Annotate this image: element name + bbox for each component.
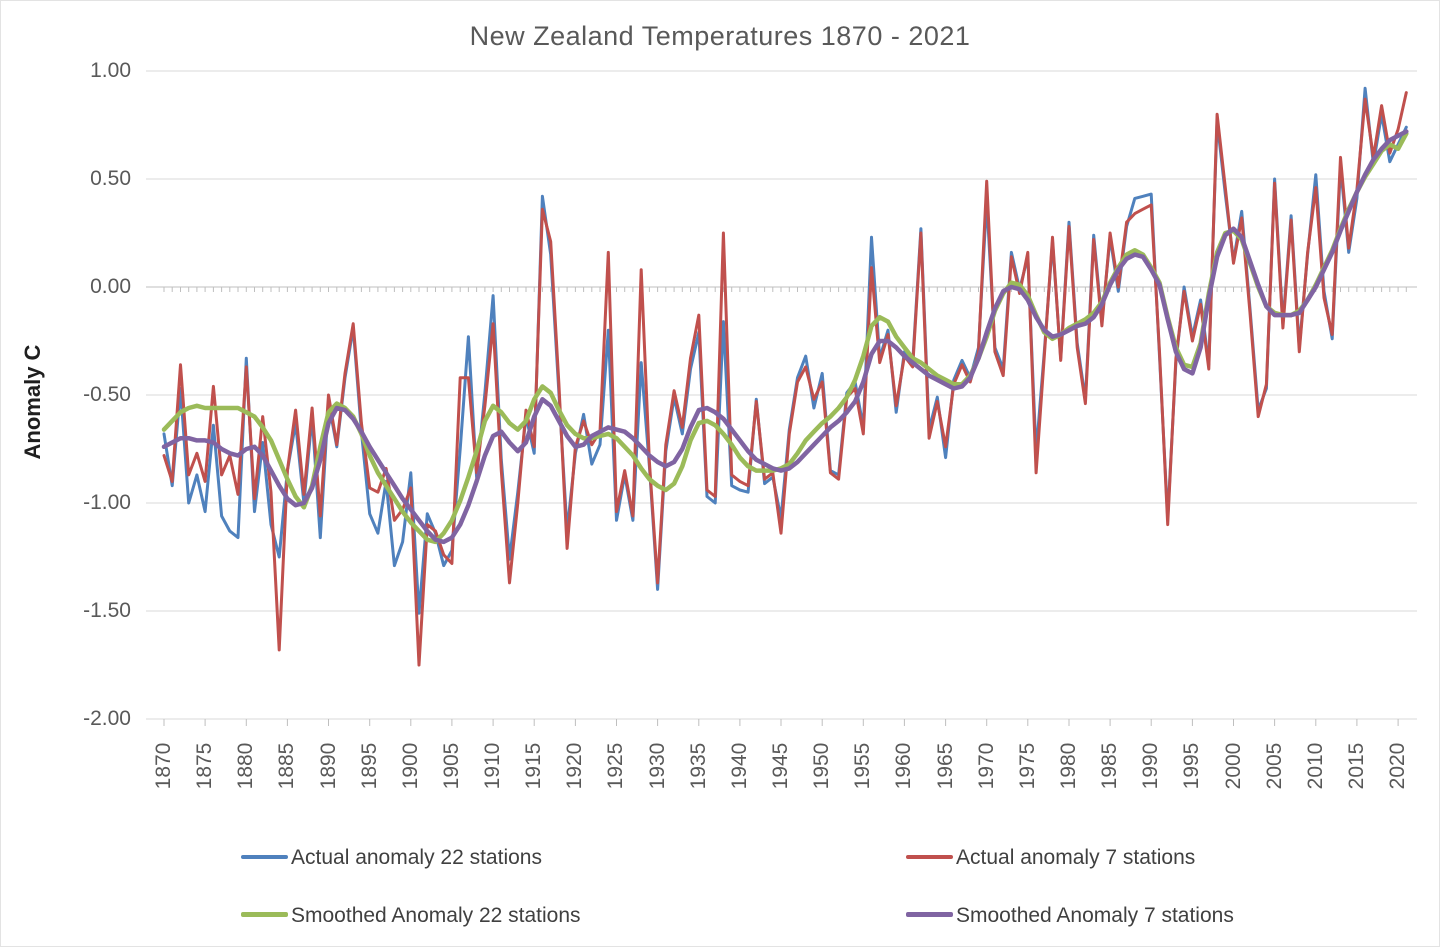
legend-item-actual-7: Actual anomaly 7 stations: [906, 845, 1195, 871]
x-tick-label-1875: 1875: [193, 742, 217, 790]
legend-line-swatch-smoothed-7-icon: [906, 912, 953, 918]
x-tick-label-1885: 1885: [275, 742, 299, 790]
x-tick-label-1945: 1945: [769, 742, 793, 790]
zero-axis-year-ticks: [163, 287, 1407, 292]
legend-item-smoothed-7: Smoothed Anomaly 7 stations: [906, 903, 1234, 929]
legend-label-actual-7: Actual anomaly 7 stations: [956, 846, 1196, 869]
legend-item-smoothed-22: Smoothed Anomaly 22 stations: [241, 903, 581, 929]
x-tick-label-1980: 1980: [1056, 742, 1080, 790]
series-line-actual7: [162, 91, 1408, 667]
y-tick-label-0.50: 0.50: [90, 167, 131, 190]
x-tick-label-1930: 1930: [645, 742, 669, 790]
x-tick-label-1870: 1870: [152, 742, 175, 790]
legend-label-actual-22: Actual anomaly 22 stations: [291, 846, 542, 869]
x-tick-label-1975: 1975: [1015, 742, 1039, 790]
legend-line-swatch-actual-22-icon: [241, 854, 288, 859]
x-tick-label-1920: 1920: [563, 742, 587, 790]
y-tick-label--2.00: -2.00: [83, 707, 131, 730]
x-tick-label-1880: 1880: [234, 742, 258, 790]
x-tick-label-1950: 1950: [810, 742, 834, 790]
x-tick-label-1955: 1955: [851, 742, 875, 790]
x-tick-label-2020: 2020: [1386, 742, 1410, 790]
x-tick-label-1890: 1890: [316, 742, 340, 790]
x-tick-label-1910: 1910: [481, 742, 505, 790]
x-tick-label-1965: 1965: [933, 742, 957, 790]
y-tick-label--1.50: -1.50: [83, 599, 131, 622]
chart-title: New Zealand Temperatures 1870 - 2021: [469, 21, 971, 51]
x-tick-label-1990: 1990: [1139, 742, 1163, 790]
x-tick-label-1925: 1925: [604, 742, 628, 790]
x-tick-label-2015: 2015: [1344, 742, 1368, 790]
x-tick-label-2000: 2000: [1221, 742, 1245, 790]
x-tick-label-1935: 1935: [686, 742, 710, 790]
x-tick-label-1940: 1940: [727, 742, 751, 790]
x-tick-label-1895: 1895: [357, 742, 381, 790]
series-line-actual22: [162, 86, 1408, 615]
x-tick-label-1905: 1905: [439, 742, 463, 790]
legend-label-smoothed-7: Smoothed Anomaly 7 stations: [956, 904, 1234, 927]
x-tick-label-1960: 1960: [892, 742, 916, 790]
x-tick-label-2010: 2010: [1303, 742, 1327, 790]
legend-item-actual-22: Actual anomaly 22 stations: [241, 845, 542, 871]
y-tick-label-0.00: 0.00: [90, 275, 131, 298]
y-tick-label--0.50: -0.50: [83, 383, 131, 406]
bottom-axis-major-ticks: [163, 719, 1399, 726]
x-tick-label-1995: 1995: [1180, 742, 1204, 790]
series-line-smoothed7: [161, 129, 1409, 545]
y-tick-label--1.00: -1.00: [83, 491, 131, 514]
x-tick-label-1915: 1915: [522, 742, 546, 790]
legend-line-swatch-actual-7-icon: [906, 854, 953, 859]
legend-label-smoothed-22: Smoothed Anomaly 22 stations: [291, 904, 581, 927]
x-tick-label-1985: 1985: [1098, 742, 1122, 790]
x-tick-label-1900: 1900: [398, 742, 422, 790]
legend-line-swatch-smoothed-22-icon: [241, 912, 288, 918]
x-tick-label-1970: 1970: [974, 742, 998, 790]
x-tick-label-2005: 2005: [1262, 742, 1286, 790]
y-tick-label-1.00: 1.00: [90, 59, 131, 82]
